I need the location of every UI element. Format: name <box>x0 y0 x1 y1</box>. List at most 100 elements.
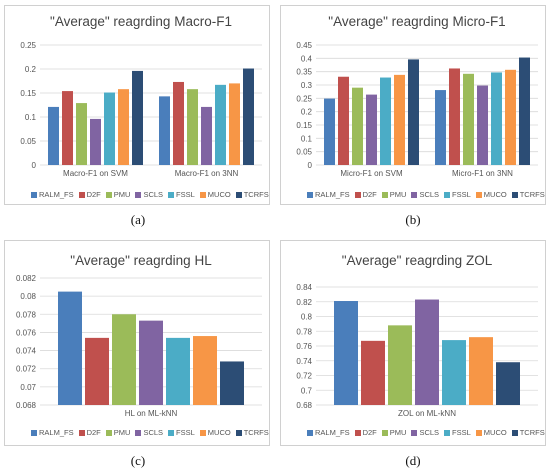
caption-d: (d) <box>405 453 421 468</box>
legend-item: RALM_FS <box>307 428 350 437</box>
chart-legend: RALM_FS D2F PMU SCLS FSSL MUCO TCRFS <box>307 428 545 437</box>
chart-title: "Average" reagrding Micro-F1 <box>328 14 505 29</box>
bar-ralm-fs <box>58 291 82 405</box>
legend-label: D2F <box>86 190 101 199</box>
y-tick-label: 0.074 <box>16 347 37 356</box>
caption-a: (a) <box>130 212 146 227</box>
legend-label: TCRFS <box>243 428 269 437</box>
bar-pmu <box>388 325 412 405</box>
caption-c: (c) <box>130 453 146 468</box>
y-tick-label: 0.76 <box>296 342 312 351</box>
legend-label: TCRFS <box>519 190 545 199</box>
legend-item: FSSL <box>168 428 195 437</box>
bar-d2f <box>173 81 184 165</box>
legend-swatch <box>105 191 112 198</box>
bar-pmu <box>352 87 363 165</box>
legend-item: PMU <box>105 190 131 199</box>
bar-fssl <box>215 84 226 165</box>
legend-swatch <box>511 191 518 198</box>
y-tick-label: 0.25 <box>20 41 36 50</box>
legend-item: FSSL <box>444 428 471 437</box>
y-tick-label: 0.82 <box>296 298 312 307</box>
chart-panel-a: "Average" reagrding Macro-F1 0 0.05 0.1 0.15… <box>4 5 270 205</box>
bar-ralm-fs <box>159 96 170 165</box>
legend-swatch <box>307 429 313 436</box>
bar-ralm-fs <box>334 301 358 405</box>
legend-label: PMU <box>389 190 407 199</box>
legend-swatch <box>354 429 361 436</box>
legend-item: SCLS <box>135 428 163 437</box>
legend-item: D2F <box>354 428 377 437</box>
x-category-label: Macro-F1 on 3NN <box>175 169 239 178</box>
legend-label: PMU <box>113 190 131 199</box>
legend-label: SCLS <box>143 428 164 437</box>
y-tick-label: 0.15 <box>20 89 36 98</box>
chart-legend: RALM_FS D2F PMU SCLS FSSL MUCO TCRFS <box>307 190 545 199</box>
legend-label: SCLS <box>143 190 164 199</box>
y-tick-label: 0.35 <box>296 68 312 77</box>
bar-muco <box>193 336 217 405</box>
chart-frame <box>280 240 546 446</box>
legend-label: FSSL <box>452 190 471 199</box>
bar-ralm-fs <box>324 98 335 165</box>
legend-item: D2F <box>354 190 377 199</box>
y-tick-label: 0.4 <box>301 54 313 63</box>
macro-f1-chart: "Average" reagrding Macro-F1 0 0.05 0.1 0.15… <box>20 14 262 178</box>
legend-item: TCRFS <box>511 190 545 199</box>
bar-fssl <box>491 72 502 165</box>
legend-item: SCLS <box>411 428 439 437</box>
y-tick-label: 0.1 <box>301 134 313 143</box>
bar-d2f <box>62 91 73 165</box>
legend-label: RALM_FS <box>315 428 350 437</box>
bar-fssl <box>104 92 115 165</box>
bar-scls <box>139 320 163 405</box>
chart-frame <box>4 240 270 446</box>
bar-ralm-fs <box>435 90 446 165</box>
legend-item: PMU <box>381 190 407 199</box>
bar-tcrfs <box>496 362 520 405</box>
legend-item: MUCO <box>475 190 507 199</box>
legend-swatch <box>78 429 85 436</box>
y-tick-label: 0.1 <box>25 113 37 122</box>
caption-b: (b) <box>405 212 421 227</box>
bar-tcrfs <box>519 57 530 165</box>
chart-panel-c: "Average" reagrding HL 0.068 0.07 0.072 0.07… <box>4 240 270 446</box>
chart-panel-d: "Average" reagrding ZOL 0.68 0.7 0.72 0.74 0.… <box>280 240 546 446</box>
bar-muco <box>394 74 405 165</box>
y-tick-label: 0.25 <box>296 94 312 103</box>
bar-scls <box>201 106 212 165</box>
bar-fssl <box>442 340 466 405</box>
legend-swatch <box>235 191 242 198</box>
y-tick-label: 0.068 <box>16 401 37 410</box>
legend-item: D2F <box>78 190 101 199</box>
bar-ralm-fs <box>48 106 59 165</box>
legend-label: TCRFS <box>243 190 269 199</box>
chart-title: "Average" reagrding HL <box>70 253 212 268</box>
bar-tcrfs <box>220 361 244 405</box>
legend-label: D2F <box>362 190 377 199</box>
bar-d2f <box>449 68 460 165</box>
legend-label: SCLS <box>419 190 440 199</box>
legend-swatch <box>475 191 482 198</box>
y-tick-label: 0.78 <box>296 327 312 336</box>
legend-swatch <box>444 429 451 436</box>
legend-swatch <box>168 429 175 436</box>
legend-swatch <box>199 191 206 198</box>
x-category-label: Micro-F1 on SVM <box>340 169 403 178</box>
chart-title: "Average" reagrding Macro-F1 <box>50 14 232 29</box>
chart-legend: RALM_FS D2F PMU SCLS FSSL MUCO TCRFS <box>31 190 269 199</box>
chart-title: "Average" reagrding ZOL <box>342 253 493 268</box>
y-tick-label: 0.05 <box>20 137 36 146</box>
legend-label: MUCO <box>207 428 231 437</box>
legend-label: TCRFS <box>519 428 545 437</box>
legend-item: FSSL <box>168 190 195 199</box>
x-category-label: HL on ML-kNN <box>125 409 178 418</box>
legend-item: RALM_FS <box>31 190 74 199</box>
micro-f1-chart: "Average" reagrding Micro-F1 0 0.05 0.1 0.15… <box>296 14 538 178</box>
y-tick-label: 0.072 <box>16 365 37 374</box>
legend-swatch <box>135 191 142 198</box>
legend-item: SCLS <box>135 190 163 199</box>
zol-chart: "Average" reagrding ZOL 0.68 0.7 0.72 0.74 0.… <box>296 253 538 418</box>
y-tick-label: 0.07 <box>20 383 36 392</box>
bar-tcrfs <box>132 70 143 165</box>
